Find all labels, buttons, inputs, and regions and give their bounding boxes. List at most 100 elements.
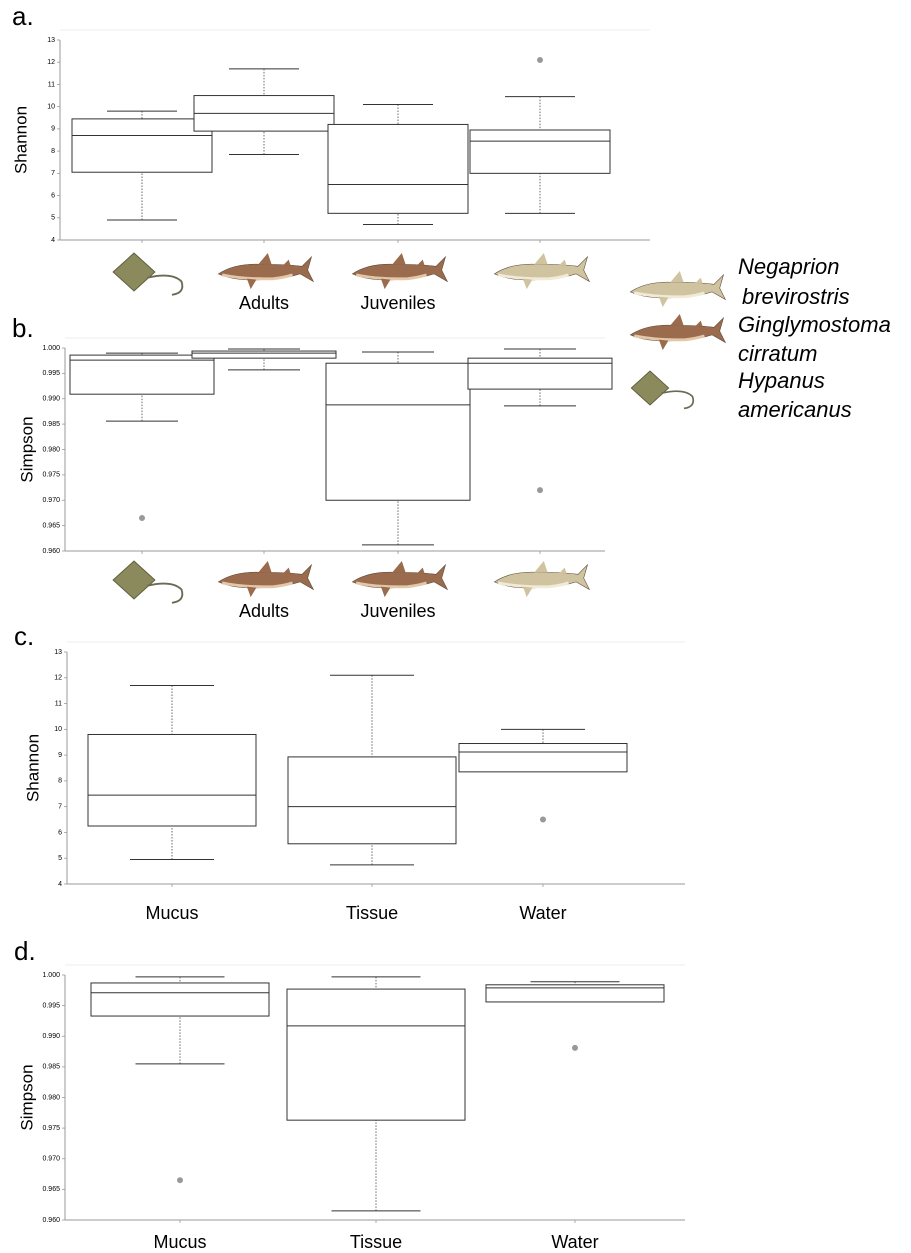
icon [113, 561, 182, 603]
outlier [537, 487, 543, 493]
outlier [540, 817, 546, 823]
box [288, 757, 456, 844]
y-axis-label: Shannon [11, 106, 30, 174]
icon-fin [659, 297, 669, 307]
icon-tail [147, 276, 182, 295]
y-tick-label: 4 [58, 881, 62, 888]
y-tick-label: 1.000 [42, 972, 60, 979]
legend-text: Negaprion [738, 254, 840, 279]
outlier [177, 1177, 183, 1183]
icon-fin [559, 260, 567, 266]
icon-fin [381, 279, 391, 289]
box [326, 363, 470, 500]
y-tick-label: 12 [47, 59, 55, 66]
outlier [537, 57, 543, 63]
y-tick-label: 1.000 [42, 345, 60, 352]
y-tick-label: 8 [58, 778, 62, 785]
icon [494, 253, 589, 289]
x-tick-label: Adults [239, 601, 289, 621]
y-tick-label: 0.975 [42, 1125, 60, 1132]
y-tick-label: 0.980 [42, 446, 60, 453]
icon [494, 561, 589, 597]
panel-label: b. [12, 313, 34, 343]
icon-fin [392, 561, 405, 572]
y-tick-label: 7 [51, 170, 55, 177]
box [328, 124, 468, 213]
y-tick-label: 0.970 [42, 1156, 60, 1163]
y-tick-label: 13 [54, 649, 62, 656]
icon-fin [258, 561, 271, 572]
icon-fin [695, 278, 703, 284]
y-axis-label: Simpson [17, 416, 36, 482]
y-tick-label: 11 [48, 81, 55, 88]
icon-fin [392, 253, 405, 264]
y-tick-label: 13 [47, 37, 55, 44]
x-tick-label: Juveniles [360, 601, 435, 621]
icon [352, 561, 447, 597]
icon-fin [258, 253, 271, 264]
y-tick-label: 0.985 [42, 421, 60, 428]
y-tick-label: 5 [51, 215, 55, 222]
icon-fin [417, 260, 425, 266]
panel-label: d. [14, 936, 36, 966]
icon-fin [659, 340, 669, 350]
icon [218, 561, 313, 597]
y-tick-label: 7 [58, 804, 62, 811]
y-tick-label: 8 [51, 148, 55, 155]
legend-text: Ginglymostoma [738, 312, 891, 337]
legend-text: brevirostris [742, 284, 850, 309]
x-tick-label: Water [519, 903, 566, 923]
box [88, 734, 256, 826]
icon-fin [247, 279, 257, 289]
icon-fin [670, 271, 683, 282]
icon-tail [147, 584, 182, 603]
y-tick-label: 12 [54, 675, 62, 682]
y-tick-label: 0.980 [42, 1094, 60, 1101]
icon [630, 314, 725, 350]
y-tick-label: 0.990 [42, 1033, 60, 1040]
y-tick-label: 0.995 [42, 370, 60, 377]
y-tick-label: 6 [51, 192, 55, 199]
icon-fin [695, 321, 703, 327]
icon-fin [283, 260, 291, 266]
y-tick-label: 6 [58, 829, 62, 836]
panel-label: a. [12, 1, 34, 31]
icon-body [113, 561, 155, 599]
icon [218, 253, 313, 289]
box [192, 351, 336, 358]
y-tick-label: 9 [58, 752, 62, 759]
x-tick-label: Mucus [145, 903, 198, 923]
box [91, 983, 269, 1016]
outlier [572, 1045, 578, 1051]
icon-fin [534, 561, 547, 572]
x-tick-label: Juveniles [360, 293, 435, 313]
panel-label: c. [14, 621, 34, 651]
icon-body [631, 371, 668, 405]
y-tick-label: 0.995 [42, 1002, 60, 1009]
y-axis-label: Simpson [17, 1064, 36, 1130]
box [470, 130, 610, 173]
y-tick-label: 0.960 [42, 1217, 60, 1224]
icon [631, 371, 693, 408]
y-tick-label: 10 [47, 104, 55, 111]
y-tick-label: 11 [55, 700, 62, 707]
x-tick-label: Water [551, 1232, 598, 1252]
legend-text: Hypanus [738, 368, 825, 393]
x-tick-label: Mucus [153, 1232, 206, 1252]
box [459, 744, 627, 772]
y-tick-label: 9 [51, 126, 55, 133]
x-tick-label: Adults [239, 293, 289, 313]
icon-body [113, 253, 155, 291]
y-tick-label: 0.960 [42, 548, 60, 555]
icon-fin [381, 587, 391, 597]
icon-fin [534, 253, 547, 264]
legend-text: americanus [738, 397, 852, 422]
icon [630, 271, 725, 307]
y-tick-label: 0.965 [42, 1186, 60, 1193]
y-tick-label: 0.990 [42, 396, 60, 403]
y-tick-label: 4 [51, 237, 55, 244]
icon [352, 253, 447, 289]
box [287, 989, 465, 1120]
icon-fin [523, 587, 533, 597]
x-tick-label: Tissue [346, 903, 398, 923]
